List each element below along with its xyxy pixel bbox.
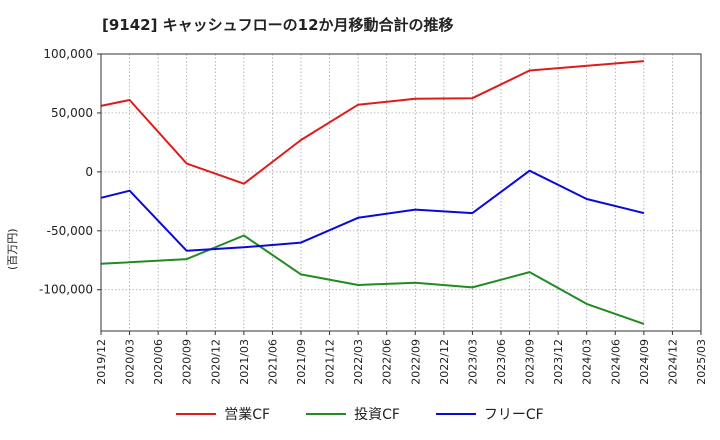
x-tick-label: 2020/09 [181,339,194,385]
x-tick-label: 2022/12 [438,339,451,385]
legend-swatch [435,413,476,415]
y-tick-label: 0 [85,165,93,179]
x-tick-label: 2021/03 [238,339,251,385]
y-tick-label: -50,000 [47,224,93,238]
x-tick-label: 2023/06 [495,339,508,385]
legend-item: フリーCF [435,404,544,424]
x-tick-label: 2020/12 [209,339,222,385]
legend: 営業CF 投資CF フリーCF [0,404,720,424]
y-tick-label: -100,000 [39,283,93,297]
x-tick-label: 2023/12 [552,339,565,385]
x-tick-label: 2020/03 [124,339,137,385]
legend-swatch [306,413,347,415]
gridlines [101,53,701,331]
x-tick-label: 2020/06 [152,339,165,385]
x-tick-label: 2023/09 [524,339,537,385]
x-tick-label: 2021/06 [266,339,279,385]
x-tick-label: 2024/06 [609,339,622,385]
legend-item: 投資CF [306,404,400,424]
legend-label: フリーCF [483,407,544,423]
x-tick-label: 2022/03 [352,339,365,385]
x-tick-label: 2024/12 [666,339,679,385]
y-tick-label: 100,000 [43,47,93,61]
x-tick-label: 2022/06 [381,339,394,385]
y-axis-ticks: 100,000 50,000 0 -50,000 -100,000 [39,47,101,297]
chart-title: [9142] キャッシュフローの12か月移動合計の推移 [102,16,454,34]
plot-frame [100,53,702,332]
series-lines [100,60,645,325]
legend-item: 営業CF [176,404,270,424]
x-tick-label: 2023/03 [466,339,479,385]
series-line-フリーCF [100,169,645,252]
legend-label: 投資CF [354,407,400,423]
x-axis-ticks: 2019/12 2020/03 2020/06 2020/09 2020/12 2021/… [95,331,708,385]
x-tick-label: 2019/12 [95,339,108,385]
x-tick-label: 2022/09 [409,339,422,385]
x-tick-label: 2021/09 [295,339,308,385]
x-tick-label: 2025/03 [695,339,708,385]
x-tick-label: 2021/12 [324,339,337,385]
line-chart: 100,000 50,000 0 -50,000 -100,000 2019/12 202… [39,47,708,385]
x-tick-label: 2024/03 [581,339,594,385]
y-tick-label: 50,000 [51,106,93,120]
series-line-営業CF [100,60,644,185]
x-tick-label: 2024/09 [638,339,651,385]
series-line-投資CF [100,234,645,325]
legend-label: 営業CF [224,407,271,423]
legend-swatch [176,413,217,415]
